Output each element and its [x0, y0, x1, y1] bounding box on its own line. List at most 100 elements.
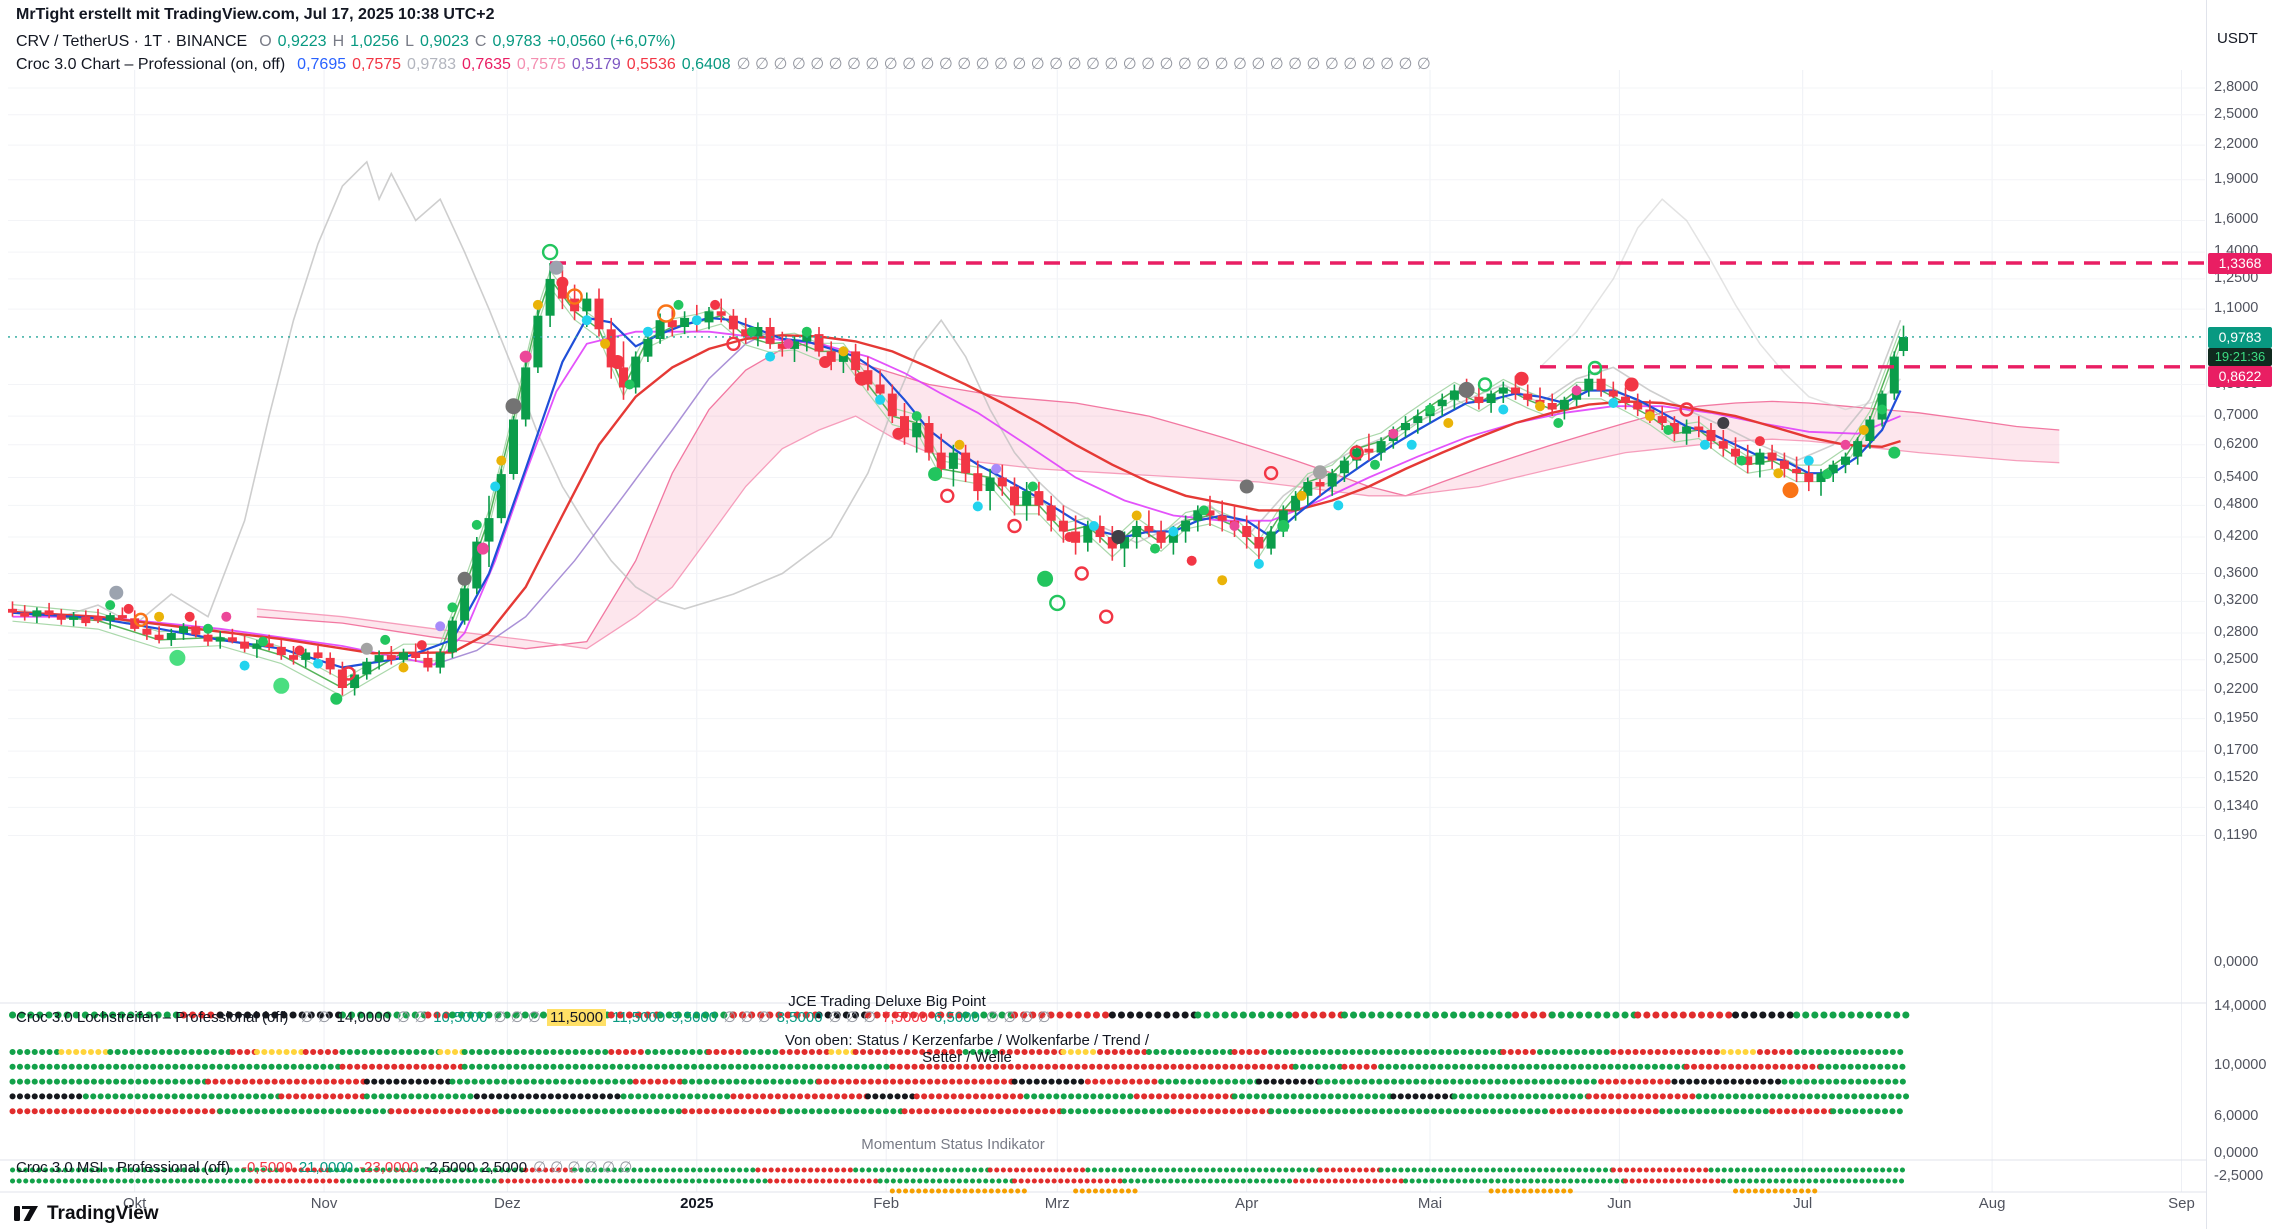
indicator-legend-lochstreifen[interactable]: Croc 3.0 Lochstreifen – Professional (of…	[16, 1008, 1057, 1026]
price-scale[interactable]: USDT 2,8000 2,5000 2,2000 1,9000 1,6000 1,400…	[2206, 0, 2274, 1229]
legend-token: 21,0000	[298, 1159, 354, 1176]
tradingview-logo[interactable]: TradingView	[14, 1203, 159, 1225]
legend-token: -2,5000	[424, 1159, 476, 1176]
panel-tick: 0,0000	[2214, 1145, 2259, 1161]
time-axis-label: Feb	[873, 1195, 900, 1212]
legend-token: ∅ ∅ ∅ ∅ ∅ ∅	[533, 1159, 633, 1176]
price-tick: 2,5000	[2214, 105, 2259, 122]
legend-token: 10,5000	[433, 1009, 488, 1026]
legend-token: 2,5000	[481, 1159, 528, 1176]
price-tick: 0,2800	[2214, 624, 2259, 640]
tradingview-logo-text: TradingView	[47, 1203, 159, 1224]
time-axis-label: Nov	[310, 1195, 338, 1212]
attribution-text: MrTight erstellt mit TradingView.com, Ju…	[16, 6, 495, 23]
price-tick: 0,3600	[2214, 564, 2259, 581]
panel-tick: -2,5000	[2214, 1168, 2264, 1184]
legend-token: 9,5000	[671, 1009, 718, 1026]
price-tick: 1,6000	[2214, 211, 2259, 228]
legend-token: 7,5000	[882, 1009, 928, 1026]
legend-token: CRV / TetherUS · 1T · BINANCE	[16, 33, 248, 50]
time-axis-label: Mrz	[1044, 1195, 1070, 1212]
legend-token: 0,9023	[419, 33, 469, 50]
symbol-legend[interactable]: CRV / TetherUS · 1T · BINANCE O 0,9223 H 1,0…	[16, 33, 682, 51]
legend-token: 0,6408	[681, 56, 731, 73]
legend-token: 0,9783	[492, 33, 542, 50]
price-tick: 2,2000	[2214, 136, 2259, 153]
legend-token: 0,5536	[626, 56, 676, 73]
legend-token: Croc 3.0 Chart – Professional (on, off)	[16, 56, 286, 73]
price-tick: 0,2200	[2214, 681, 2259, 698]
von-oben-label: Von oben: Status / Kerzenfarbe / Wolkenf…	[784, 1032, 1150, 1066]
price-tick: 0,1700	[2214, 742, 2259, 759]
time-axis[interactable]: Okt Nov Dez 2025 Feb Mrz Apr Mai Jun Jul Aug Sep	[0, 1192, 2206, 1218]
legend-token: -0,5000	[241, 1159, 293, 1176]
panel-tick: 14,0000	[2214, 998, 2267, 1014]
indicator-legend-msi[interactable]: Croc 3.0 MSI - Professional (off) -0,5000…	[16, 1158, 638, 1176]
legend-token: 0,9783	[407, 56, 456, 73]
price-tick: 2,8000	[2214, 79, 2259, 95]
legend-token: +0,0560 (+6,07%)	[547, 33, 676, 50]
price-tick: 0,1340	[2214, 798, 2259, 815]
price-tick: 0,6200	[2214, 435, 2259, 452]
legend-token: ∅ ∅ ∅	[493, 1009, 541, 1026]
legend-token: 6,5000	[933, 1009, 980, 1026]
legend-token: 0,7575	[352, 56, 402, 73]
legend-token: O	[259, 33, 272, 50]
price-badge: 0,8622	[2208, 365, 2272, 387]
price-tick: 0,4200	[2214, 528, 2259, 545]
currency-label: USDT	[2217, 30, 2258, 47]
legend-token: 1,0256	[350, 33, 400, 50]
price-tick: 0,3200	[2214, 592, 2259, 609]
legend-token: Croc 3.0 MSI - Professional (off)	[16, 1159, 230, 1176]
panel-tick: 6,0000	[2214, 1108, 2259, 1124]
tradingview-logo-icon	[14, 1206, 38, 1221]
legend-token: 14,0000	[336, 1009, 391, 1026]
legend-token: Croc 3.0 Lochstreifen – Professional (of…	[16, 1009, 289, 1026]
price-tick: 0,5400	[2214, 468, 2259, 485]
legend-token: ∅ ∅ ∅	[828, 1009, 877, 1026]
legend-token: L	[405, 33, 414, 50]
legend-token: 0,7575	[516, 56, 566, 73]
time-axis-label: Jul	[1793, 1195, 1813, 1212]
time-axis-label: Apr	[1235, 1195, 1259, 1212]
price-tick: 0,2500	[2214, 650, 2259, 667]
time-axis-label: Jun	[1607, 1195, 1632, 1212]
legend-token: ∅ ∅ ∅	[723, 1009, 771, 1026]
legend-token: ∅ ∅ ∅ ∅ ∅ ∅ ∅ ∅ ∅ ∅ ∅ ∅ ∅ ∅ ∅ ∅ ∅ ∅ ∅ ∅ …	[736, 56, 1431, 73]
legend-token: H	[332, 33, 345, 50]
price-tick: 0,1950	[2214, 709, 2259, 726]
legend-token: 8,5000	[776, 1009, 823, 1026]
legend-token: 0,9223	[277, 33, 327, 50]
price-tick: 0,4800	[2214, 496, 2259, 513]
price-tick: 1,1000	[2214, 300, 2259, 317]
legend-token: ∅ ∅	[396, 1009, 428, 1026]
panel-tick: 10,0000	[2214, 1057, 2267, 1073]
legend-token: -23,0000	[359, 1159, 419, 1176]
time-axis-label: Mai	[1417, 1195, 1443, 1212]
momentum-label: Momentum Status Indikator	[861, 1136, 1045, 1153]
price-tick: 0,7000	[2214, 407, 2259, 424]
legend-token: 11,5000	[547, 1009, 607, 1026]
price-badge: 0,9783	[2208, 326, 2272, 348]
indicator-legend-croc-chart[interactable]: Croc 3.0 Chart – Professional (on, off) 0…	[16, 54, 1437, 74]
time-axis-label: Okt	[122, 1195, 147, 1212]
time-axis-label: 2025	[680, 1195, 714, 1212]
legend-token: ∅ ∅	[300, 1009, 331, 1026]
legend-token: 0,7635	[461, 56, 511, 73]
legend-token: ∅ ∅ ∅ ∅	[985, 1009, 1051, 1026]
price-badge: 1,3368	[2208, 252, 2272, 274]
time-axis-label: Sep	[2168, 1195, 2195, 1212]
big-point-label: JCE Trading Deluxe Big Point	[788, 993, 986, 1010]
time-axis-label: Aug	[1978, 1195, 2006, 1212]
time-axis-label: Dez	[494, 1195, 521, 1212]
legend-token: C	[474, 33, 487, 50]
legend-token: 0,7695	[297, 56, 347, 73]
legend-token: 11,5000	[612, 1009, 666, 1026]
price-tick: 0,1190	[2214, 826, 2258, 843]
legend-token: 0,5179	[571, 56, 621, 73]
panel-tick: 0,0000	[2214, 954, 2259, 970]
price-tick: 1,9000	[2214, 170, 2259, 187]
